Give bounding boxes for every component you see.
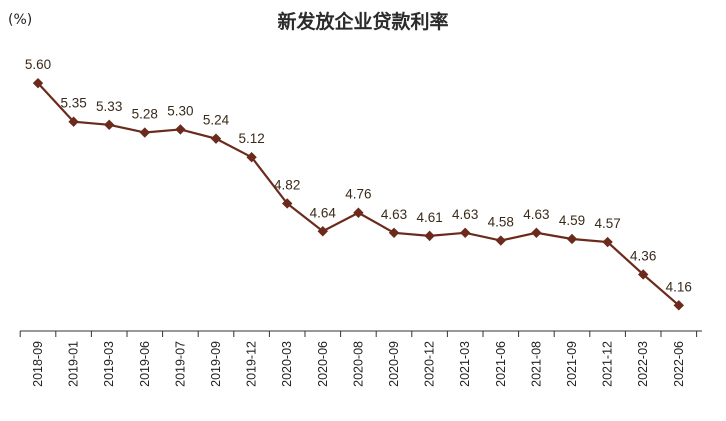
data-point: [139, 127, 150, 138]
x-tick-label: 2020-03: [280, 341, 294, 387]
x-tick-label: 2021-09: [565, 341, 579, 387]
x-tick-label: 2019-06: [138, 341, 152, 387]
data-label: 4.64: [310, 205, 337, 220]
data-point: [32, 77, 44, 89]
data-point: [317, 226, 328, 237]
data-point: [210, 133, 222, 144]
data-label: 4.63: [381, 207, 407, 222]
data-point: [353, 207, 364, 218]
data-label: 5.28: [132, 107, 158, 122]
data-label: 4.58: [488, 215, 514, 230]
data-label: 5.24: [203, 113, 230, 128]
data-point: [388, 227, 400, 238]
data-point: [424, 230, 435, 242]
x-tick-label: 2021-08: [529, 341, 543, 387]
data-point: [638, 269, 649, 280]
x-tick-label: 2019-03: [102, 341, 116, 387]
data-labels: 5.60 5.35 5.33 5.28 5.30 5.24 5.12 4.82 4.64 4.76…: [25, 57, 692, 294]
x-tick-label: 2022-03: [636, 341, 650, 387]
data-label: 5.33: [96, 99, 122, 114]
data-label: 4.63: [523, 207, 549, 222]
data-label: 5.35: [60, 96, 86, 111]
data-label: 4.57: [594, 216, 620, 231]
data-point: [68, 116, 79, 127]
x-tick-label: 2020-06: [316, 341, 330, 387]
data-label: 5.30: [167, 103, 193, 118]
data-point: [175, 124, 186, 135]
data-point: [282, 198, 293, 209]
x-tick-label: 2021-06: [494, 341, 508, 387]
data-point: [531, 227, 542, 238]
x-tick-label: 2019-12: [245, 341, 259, 387]
data-label: 5.60: [25, 57, 51, 72]
data-label: 4.61: [416, 210, 442, 225]
data-points: [32, 77, 684, 311]
x-axis-ticks: [19, 331, 698, 337]
x-tick-label: 2021-12: [601, 341, 615, 387]
x-tick-label: 2019-07: [173, 341, 187, 387]
x-tick-label: 2019-01: [67, 341, 81, 387]
data-point: [460, 227, 471, 238]
x-tick-label: 2020-12: [423, 341, 437, 387]
data-point: [566, 233, 578, 245]
x-tick-label: 2022-06: [672, 341, 686, 387]
x-tick-label: 2020-09: [387, 341, 401, 387]
data-point: [246, 152, 257, 163]
data-label: 5.12: [238, 131, 264, 146]
x-tick-label: 2020-08: [351, 341, 365, 387]
data-point: [673, 300, 684, 311]
x-tick-label: 2021-03: [458, 341, 472, 387]
data-label: 4.63: [452, 207, 478, 222]
x-tick-label: 2018-09: [31, 341, 45, 387]
data-point: [495, 235, 506, 246]
data-point: [602, 236, 613, 248]
data-point: [104, 119, 115, 130]
chart-title: 新发放企业贷款利率: [277, 10, 448, 33]
data-label: 4.59: [559, 213, 585, 228]
x-tick-labels: 2018-09 2019-01 2019-03 2019-06 2019-07 2019-…: [31, 341, 686, 387]
unit-label: (%): [8, 12, 32, 28]
data-label: 4.82: [274, 177, 300, 192]
data-label: 4.16: [666, 279, 692, 294]
x-tick-label: 2019-09: [209, 341, 223, 387]
data-label: 4.76: [345, 187, 371, 202]
data-label: 4.36: [630, 248, 656, 263]
